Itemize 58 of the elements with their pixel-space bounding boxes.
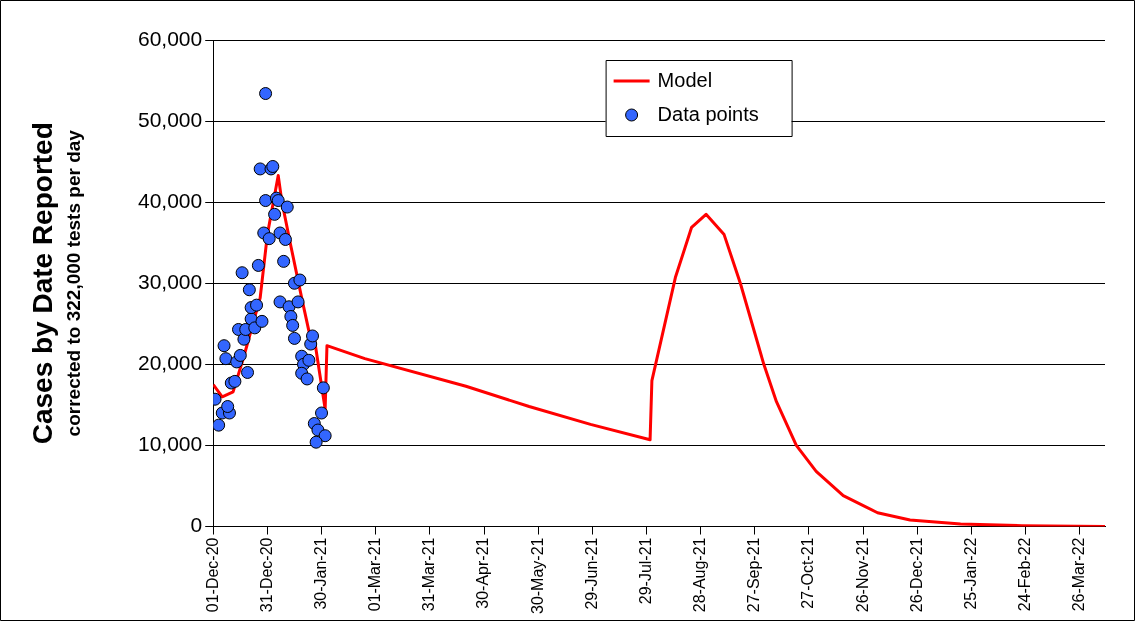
point <box>259 194 273 208</box>
legend-label: Model <box>657 68 713 91</box>
x-tick-label: 29-Jul-21 <box>636 537 654 605</box>
y-tick-label: 20,000 <box>138 351 203 375</box>
point <box>213 418 226 432</box>
point <box>302 353 316 367</box>
point <box>286 318 300 332</box>
y-axis-title: Cases by Date Reported corrected to 322,000 tests per day <box>27 122 84 445</box>
point <box>255 314 269 328</box>
x-tick-label: 01-Dec-20 <box>203 537 221 613</box>
point <box>259 87 273 101</box>
point <box>278 232 292 246</box>
point <box>235 266 249 280</box>
point <box>268 207 282 221</box>
point <box>241 365 255 379</box>
legend-label: Data points <box>657 102 759 125</box>
point <box>250 298 264 312</box>
point <box>277 254 291 268</box>
point <box>251 258 265 272</box>
point <box>242 283 256 297</box>
point <box>219 352 233 366</box>
x-tick-label: 26-Nov-21 <box>853 537 871 613</box>
y-tick-label: 60,000 <box>138 26 203 50</box>
x-tick-label: 25-Jan-22 <box>961 537 979 610</box>
y-tick-label: 50,000 <box>138 107 203 131</box>
point <box>217 339 231 353</box>
x-tick-label: 29-Jun-21 <box>582 537 600 610</box>
point <box>309 435 323 449</box>
x-tick-label: 01-Mar-21 <box>366 537 384 612</box>
x-tick-label: 28-Aug-21 <box>691 537 709 613</box>
point <box>287 331 301 345</box>
x-tick-label: 27-Sep-21 <box>745 537 763 613</box>
y-tick-label: 30,000 <box>138 270 203 294</box>
x-tick-label: 26-Mar-22 <box>1070 537 1088 612</box>
x-tick-label: 26-Dec-21 <box>907 537 925 613</box>
x-tick-label: 31-Mar-21 <box>420 537 438 612</box>
point <box>262 232 276 246</box>
point <box>318 429 332 443</box>
x-tick-label: 31-Dec-20 <box>257 537 275 613</box>
point <box>291 295 305 309</box>
y-tick-label: 0 <box>190 513 203 537</box>
point <box>221 400 235 414</box>
point <box>315 406 329 420</box>
y-tick-label: 40,000 <box>138 188 203 212</box>
point <box>253 162 267 176</box>
y-tick-label: 10,000 <box>138 432 203 456</box>
point <box>293 273 307 287</box>
point <box>306 329 320 343</box>
point <box>316 381 330 395</box>
point <box>280 200 294 214</box>
point <box>233 348 247 362</box>
x-tick-label: 24-Feb-22 <box>1015 537 1033 612</box>
point <box>228 374 242 388</box>
x-tick-label: 30-May-21 <box>528 537 546 615</box>
x-tick-label: 30-Apr-21 <box>474 537 492 609</box>
x-tick-label: 30-Jan-21 <box>311 537 329 610</box>
point <box>300 372 314 386</box>
x-tick-label: 27-Oct-21 <box>799 537 817 609</box>
